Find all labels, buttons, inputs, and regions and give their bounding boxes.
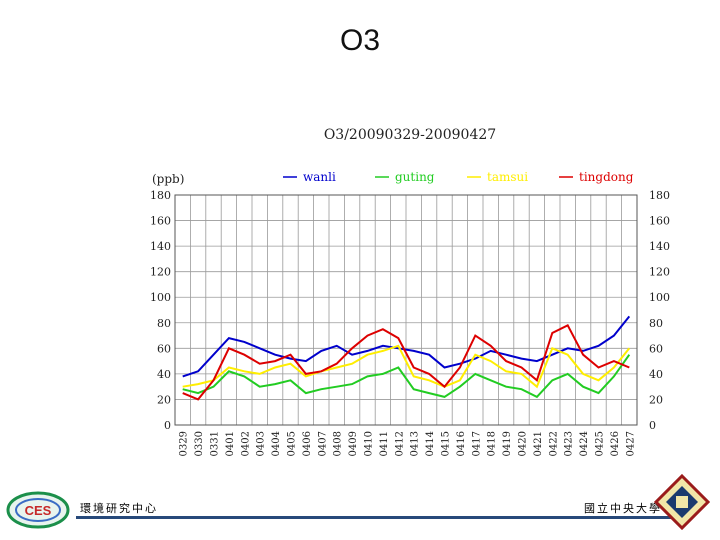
x-tick-label: 0414: [425, 431, 436, 456]
o3-line-chart: 0 0 20 20 40 40 60 60 80 80 100 100 120 120 140 140 160 1…: [150, 127, 670, 456]
y-tick-label-left: 60: [157, 342, 171, 355]
y-tick-label-left: 40: [157, 368, 171, 381]
ces-logo: CES: [6, 491, 70, 529]
legend-label-tamsui: tamsui: [487, 170, 528, 184]
plot-frame: [174, 194, 638, 426]
y-tick-label-right: 160: [649, 215, 670, 228]
y-tick-label-right: 0: [649, 419, 656, 432]
x-tick-label: 0417: [471, 431, 482, 456]
x-tick-label: 0426: [610, 431, 621, 456]
y-tick-label-right: 100: [649, 291, 670, 304]
series-line-tamsui: [182, 344, 631, 389]
x-tick-label: 0408: [333, 431, 344, 456]
x-tick-label: 0329: [179, 431, 190, 456]
ces-logo-text: CES: [25, 503, 52, 518]
legend-label-guting: guting: [395, 170, 435, 184]
x-tick-label: 0412: [394, 431, 405, 456]
y-tick-label-right: 60: [649, 342, 663, 355]
x-tick-label: 0411: [379, 431, 390, 456]
x-tick-label: 0331: [210, 431, 221, 456]
chart-axes: 0 0 20 20 40 40 60 60 80 80 100 100 120 120 140 140 160 1…: [150, 189, 670, 456]
series-line-wanli: [182, 315, 631, 378]
legend-label-tingdong: tingdong: [579, 170, 634, 184]
series-line-guting: [182, 354, 631, 399]
x-tick-label: 0422: [548, 431, 559, 456]
x-tick-label: 0423: [564, 431, 575, 456]
x-tick-label: 0330: [194, 431, 205, 456]
chart-title: O3/20090329-20090427: [324, 127, 496, 143]
y-tick-label-left: 20: [157, 393, 171, 406]
x-tick-label: 0413: [410, 431, 421, 456]
x-tick-label: 0402: [240, 431, 251, 456]
x-tick-label: 0410: [364, 431, 375, 456]
y-tick-label-left: 120: [150, 266, 171, 279]
x-tick-label: 0425: [595, 431, 606, 456]
y-tick-label-left: 180: [150, 189, 171, 202]
series-lines: [182, 315, 631, 401]
x-tick-label: 0421: [533, 431, 544, 456]
y-tick-label-right: 140: [649, 240, 670, 253]
y-tick-label-right: 180: [649, 189, 670, 202]
x-tick-label: 0404: [271, 431, 282, 456]
x-tick-label: 0427: [625, 431, 636, 456]
x-tick-label: 0401: [225, 431, 236, 456]
x-tick-label: 0415: [441, 431, 452, 456]
chart-legend: wanli guting tamsui tingdong: [283, 170, 634, 184]
x-tick-label: 0406: [302, 431, 313, 456]
chart-grid: [174, 194, 638, 426]
y-tick-label-left: 80: [157, 317, 171, 330]
x-tick-label: 0403: [256, 431, 267, 456]
y-tick-label-right: 20: [649, 393, 663, 406]
y-tick-label-right: 40: [649, 368, 663, 381]
y-tick-label-left: 0: [164, 419, 171, 432]
legend-label-wanli: wanli: [303, 170, 336, 184]
x-tick-label: 0419: [502, 431, 513, 456]
x-tick-label: 0407: [317, 431, 328, 456]
x-tick-label: 0416: [456, 431, 467, 456]
x-tick-label: 0424: [579, 431, 590, 456]
footer-university-name: 國立中央大學: [584, 502, 662, 515]
university-seal-icon: [654, 474, 710, 530]
y-tick-label-left: 100: [150, 291, 171, 304]
y-axis-label: (ppb): [152, 172, 184, 186]
footer-rule: [76, 516, 676, 519]
x-tick-label: 0405: [287, 431, 298, 456]
footer-center-name: 環境研究中心: [80, 502, 158, 515]
x-tick-label: 0420: [518, 431, 529, 456]
y-tick-label-right: 80: [649, 317, 663, 330]
y-tick-label-right: 120: [649, 266, 670, 279]
slide-title: O3: [339, 24, 381, 57]
y-tick-label-left: 140: [150, 240, 171, 253]
x-tick-label: 0418: [487, 431, 498, 456]
y-tick-label-left: 160: [150, 215, 171, 228]
series-line-tingdong: [182, 323, 630, 401]
x-tick-label: 0409: [348, 431, 359, 456]
